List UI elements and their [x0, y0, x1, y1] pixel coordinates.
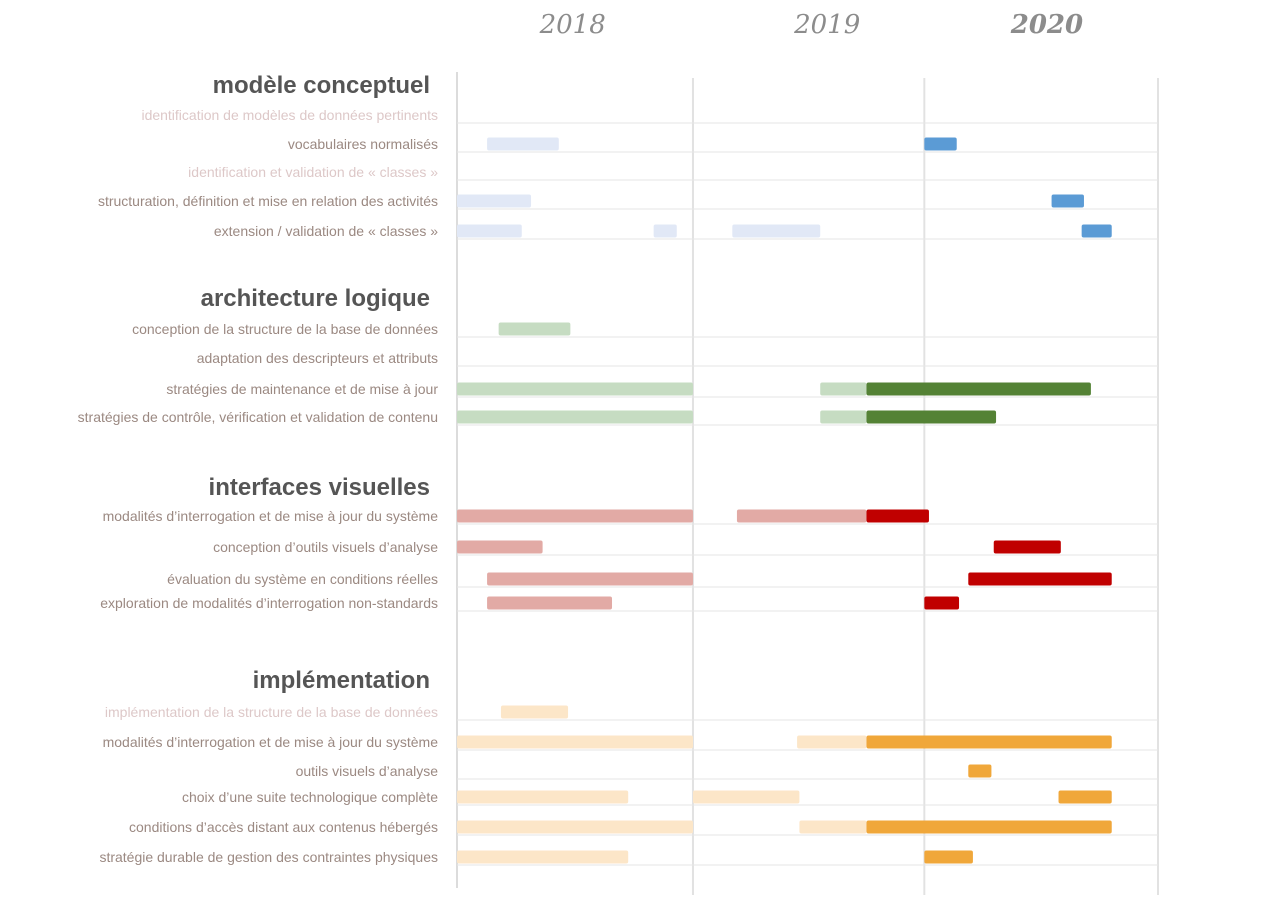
task-label: conditions d’accès distant aux contenus …: [129, 819, 438, 835]
task-label: modalités d’interrogation et de mise à j…: [102, 508, 438, 524]
section-title: architecture logique: [200, 285, 430, 312]
task-bar-light: [457, 790, 629, 804]
section-title: modèle conceptuel: [212, 72, 430, 99]
task-label: évaluation du système en conditions réel…: [167, 571, 438, 587]
task-label: structuration, définition et mise en rel…: [97, 193, 438, 209]
task-bar-light: [487, 137, 559, 151]
task-bar-dark: [866, 509, 929, 523]
task-bar-light: [500, 705, 569, 719]
task-label: outils visuels d’analyse: [295, 763, 438, 779]
year-label: 2019: [794, 10, 861, 40]
task-bar-light: [692, 790, 800, 804]
task-bar-light: [457, 224, 522, 238]
task-bar-light: [732, 224, 821, 238]
task-bar-light: [457, 850, 629, 864]
year-label: 2020: [1010, 10, 1084, 40]
task-bar-light: [653, 224, 677, 238]
task-label: extension / validation de « classes »: [213, 223, 438, 239]
task-bar-dark: [866, 820, 1112, 834]
task-bar-light: [457, 540, 543, 554]
task-bar-light: [457, 735, 693, 749]
task-bar-dark: [924, 850, 973, 864]
task-label: conception de la structure de la base de…: [132, 321, 438, 337]
task-bar-dark: [968, 764, 992, 778]
section-title: interfaces visuelles: [208, 474, 430, 501]
task-label: choix d’une suite technologique complète: [181, 789, 438, 805]
task-bar-light: [457, 509, 693, 523]
task-bar-light: [799, 820, 867, 834]
task-bar-dark: [924, 137, 957, 151]
task-label: implémentation de la structure de la bas…: [104, 704, 438, 720]
task-bar-dark: [1081, 224, 1112, 238]
task-label: stratégie durable de gestion des contrai…: [99, 849, 438, 865]
year-label: 2018: [539, 10, 606, 40]
task-bar-light: [457, 410, 693, 424]
task-bar-light: [498, 322, 571, 336]
task-bar-dark: [993, 540, 1061, 554]
task-bar-dark: [866, 382, 1091, 396]
task-bar-light: [457, 194, 532, 208]
task-label: exploration de modalités d’interrogation…: [100, 595, 438, 611]
task-bar-light: [487, 572, 693, 586]
task-bar-light: [736, 509, 867, 523]
task-bar-dark: [1058, 790, 1112, 804]
task-label: identification et validation de « classe…: [188, 164, 438, 180]
task-bar-light: [797, 735, 867, 749]
task-bar-light: [457, 382, 693, 396]
task-bar-light: [487, 596, 613, 610]
task-label: stratégies de contrôle, vérification et …: [77, 409, 438, 425]
task-label: stratégies de maintenance et de mise à j…: [166, 381, 438, 397]
task-bar-light: [457, 820, 693, 834]
task-bar-dark: [866, 410, 997, 424]
task-label: modalités d’interrogation et de mise à j…: [102, 734, 438, 750]
section-title: implémentation: [252, 667, 430, 694]
task-bar-dark: [866, 735, 1112, 749]
task-bar-dark: [968, 572, 1112, 586]
task-label: vocabulaires normalisés: [287, 136, 438, 152]
task-label: adaptation des descripteurs et attributs: [196, 350, 438, 366]
task-bar-dark: [1051, 194, 1084, 208]
task-bar-light: [820, 410, 867, 424]
task-bar-light: [820, 382, 867, 396]
task-label: conception d’outils visuels d’analyse: [213, 539, 438, 555]
task-label: identification de modèles de données per…: [141, 107, 438, 123]
task-bar-dark: [924, 596, 960, 610]
